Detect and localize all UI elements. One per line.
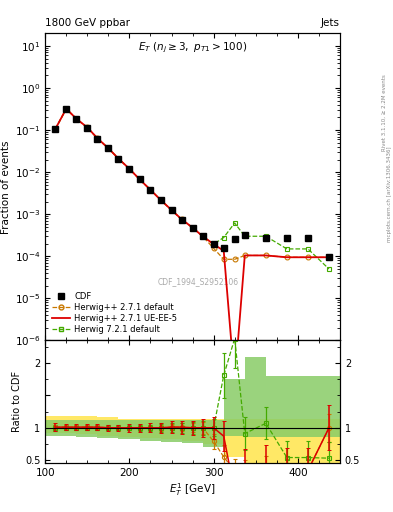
Text: mcplots.cern.ch [arXiv:1306.3436]: mcplots.cern.ch [arXiv:1306.3436] [387, 147, 392, 242]
Legend: CDF, Herwig++ 2.7.1 default, Herwig++ 2.7.1 UE-EE-5, Herwig 7.2.1 default: CDF, Herwig++ 2.7.1 default, Herwig++ 2.… [50, 289, 180, 336]
Text: Jets: Jets [321, 18, 340, 28]
Y-axis label: Fraction of events: Fraction of events [0, 140, 11, 233]
Text: $E_T\ (n_j \geq 3,\ p_{T1}>100)$: $E_T\ (n_j \geq 3,\ p_{T1}>100)$ [138, 41, 247, 55]
Y-axis label: Ratio to CDF: Ratio to CDF [12, 371, 22, 433]
X-axis label: $E_T^1$ [GeV]: $E_T^1$ [GeV] [169, 481, 216, 498]
Text: Rivet 3.1.10, ≥ 2.2M events: Rivet 3.1.10, ≥ 2.2M events [382, 74, 387, 151]
Text: CDF_1994_S2952106: CDF_1994_S2952106 [158, 278, 239, 287]
Text: 1800 GeV ppbar: 1800 GeV ppbar [45, 18, 130, 28]
